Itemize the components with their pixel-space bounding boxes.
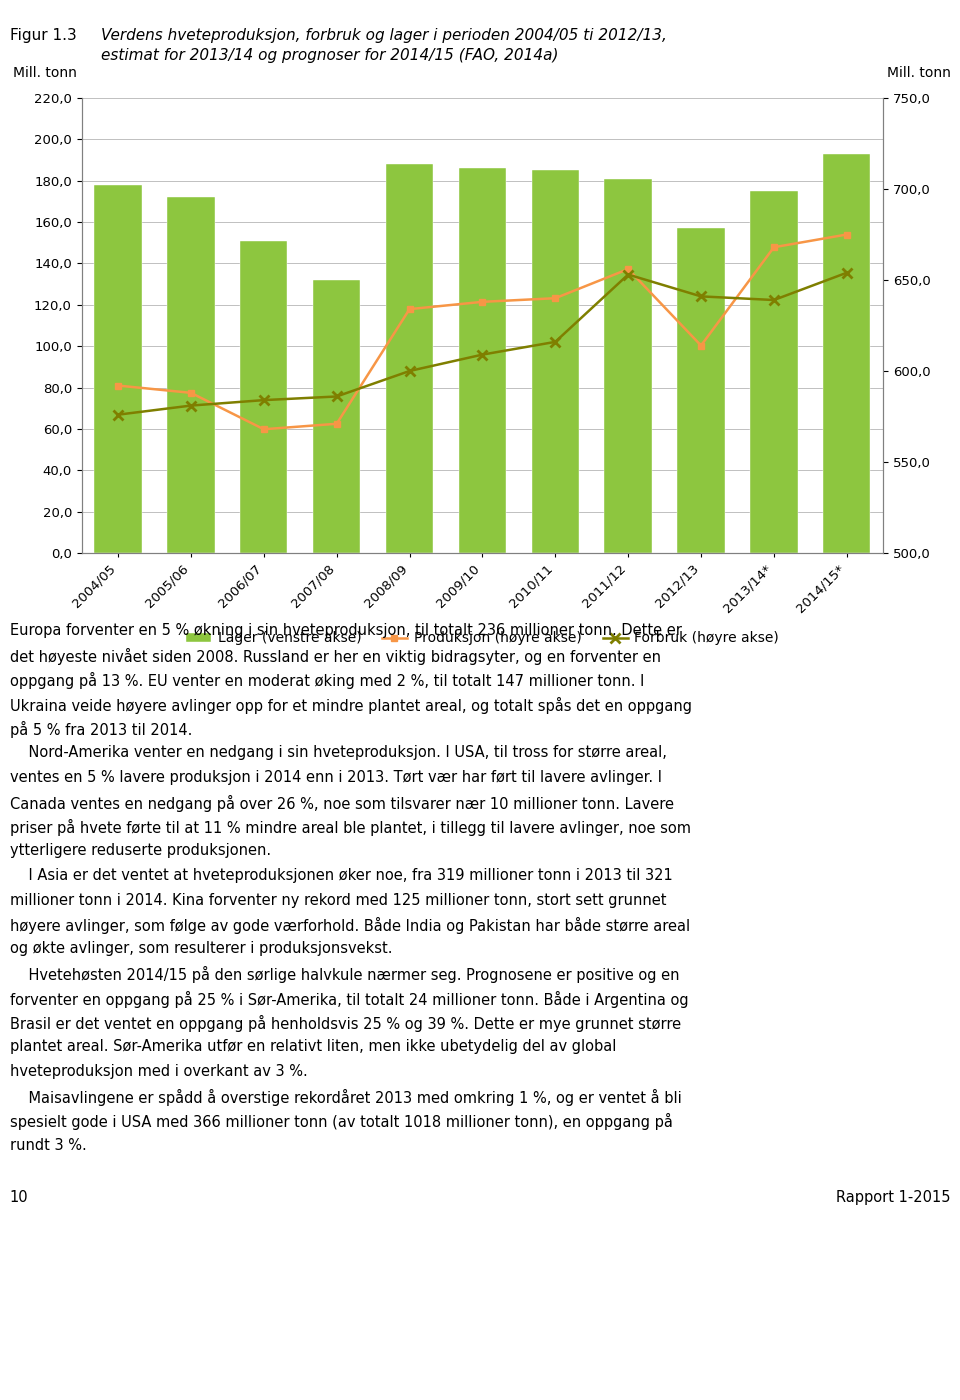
Bar	[605, 179, 652, 553]
Bar	[459, 168, 506, 553]
Bar	[532, 171, 579, 553]
Text: spesielt gode i USA med 366 millioner tonn (av totalt 1018 millioner tonn), en o: spesielt gode i USA med 366 millioner to…	[10, 1113, 672, 1130]
Forbruk (høyre akse)	[841, 265, 852, 281]
Produksjon (høyre akse)	[622, 260, 634, 277]
Line: Forbruk (høyre akse): Forbruk (høyre akse)	[113, 267, 852, 420]
Produksjon (høyre akse)	[185, 385, 197, 402]
Forbruk (høyre akse)	[112, 406, 124, 423]
Produksjon (høyre akse)	[258, 421, 270, 438]
Forbruk (høyre akse)	[695, 288, 707, 305]
Bar	[750, 190, 798, 553]
Text: Figur 1.3: Figur 1.3	[10, 28, 77, 43]
Text: ytterligere reduserte produksjonen.: ytterligere reduserte produksjonen.	[10, 843, 271, 858]
Text: Canada ventes en nedgang på over 26 %, noe som tilsvarer nær 10 millioner tonn. : Canada ventes en nedgang på over 26 %, n…	[10, 794, 674, 812]
Text: det høyeste nivået siden 2008. Russland er her en viktig bidragsyter, og en forv: det høyeste nivået siden 2008. Russland …	[10, 647, 660, 665]
Text: ventes en 5 % lavere produksjon i 2014 enn i 2013. Tørt vær har ført til lavere : ventes en 5 % lavere produksjon i 2014 e…	[10, 770, 661, 785]
Line: Produksjon (høyre akse): Produksjon (høyre akse)	[114, 231, 851, 433]
Forbruk (høyre akse)	[549, 333, 561, 350]
Text: Nord-Amerika venter en nedgang i sin hveteproduksjon. I USA, til tross for størr: Nord-Amerika venter en nedgang i sin hve…	[10, 745, 666, 760]
Produksjon (høyre akse)	[112, 377, 124, 393]
Bar	[167, 197, 215, 553]
Text: Verdens hveteproduksjon, forbruk og lager i perioden 2004/05 ti 2012/13,: Verdens hveteproduksjon, forbruk og lage…	[101, 28, 666, 43]
Forbruk (høyre akse)	[476, 346, 488, 363]
Text: Hvetehøsten 2014/15 på den sørlige halvkule nærmer seg. Prognosene er positive o: Hvetehøsten 2014/15 på den sørlige halvk…	[10, 966, 679, 983]
Produksjon (høyre akse)	[695, 337, 707, 354]
Bar	[94, 185, 142, 553]
Bar	[678, 228, 725, 553]
Text: og økte avlinger, som resulterer i produksjonsvekst.: og økte avlinger, som resulterer i produ…	[10, 941, 392, 956]
Produksjon (høyre akse)	[404, 301, 416, 318]
Legend: Lager (venstre akse), Produksjon (høyre akse), Forbruk (høyre akse): Lager (venstre akse), Produksjon (høyre …	[180, 626, 784, 651]
Bar	[240, 241, 287, 553]
Text: høyere avlinger, som følge av gode værforhold. Både India og Pakistan har både s: høyere avlinger, som følge av gode værfo…	[10, 917, 689, 934]
Text: Mill. tonn: Mill. tonn	[13, 66, 78, 80]
Text: priser på hvete førte til at 11 % mindre areal ble plantet, i tillegg til lavere: priser på hvete førte til at 11 % mindre…	[10, 819, 690, 836]
Text: hveteproduksjon med i overkant av 3 %.: hveteproduksjon med i overkant av 3 %.	[10, 1064, 307, 1079]
Forbruk (høyre akse)	[622, 266, 634, 283]
Bar	[313, 280, 360, 553]
Text: Rapport 1-2015: Rapport 1-2015	[836, 1190, 950, 1205]
Forbruk (høyre akse)	[331, 388, 343, 405]
Produksjon (høyre akse)	[549, 290, 561, 307]
Text: Brasil er det ventet en oppgang på henholdsvis 25 % og 39 %. Dette er mye grunne: Brasil er det ventet en oppgang på henho…	[10, 1015, 681, 1032]
Produksjon (høyre akse)	[331, 416, 343, 433]
Text: på 5 % fra 2013 til 2014.: på 5 % fra 2013 til 2014.	[10, 721, 192, 738]
Text: Maisavlingene er spådd å overstige rekordåret 2013 med omkring 1 %, og er ventet: Maisavlingene er spådd å overstige rekor…	[10, 1089, 682, 1106]
Text: estimat for 2013/14 og prognoser for 2014/15 (FAO, 2014a): estimat for 2013/14 og prognoser for 201…	[101, 48, 559, 63]
Text: rundt 3 %.: rundt 3 %.	[10, 1137, 86, 1152]
Text: Mill. tonn: Mill. tonn	[887, 66, 951, 80]
Text: forventer en oppgang på 25 % i Sør-Amerika, til totalt 24 millioner tonn. Både i: forventer en oppgang på 25 % i Sør-Ameri…	[10, 991, 688, 1008]
Forbruk (høyre akse)	[258, 392, 270, 409]
Produksjon (høyre akse)	[768, 239, 780, 256]
Forbruk (høyre akse)	[404, 363, 416, 379]
Text: 10: 10	[10, 1190, 28, 1205]
Produksjon (høyre akse)	[841, 225, 852, 244]
Forbruk (høyre akse)	[768, 291, 780, 308]
Forbruk (høyre akse)	[185, 398, 197, 414]
Text: plantet areal. Sør-Amerika utfør en relativt liten, men ikke ubetydelig del av g: plantet areal. Sør-Amerika utfør en rela…	[10, 1039, 616, 1054]
Text: millioner tonn i 2014. Kina forventer ny rekord med 125 millioner tonn, stort se: millioner tonn i 2014. Kina forventer ny…	[10, 893, 666, 907]
Text: I Asia er det ventet at hveteproduksjonen øker noe, fra 319 millioner tonn i 201: I Asia er det ventet at hveteproduksjone…	[10, 868, 672, 883]
Bar	[823, 154, 871, 553]
Text: oppgang på 13 %. EU venter en moderat øking med 2 %, til totalt 147 millioner to: oppgang på 13 %. EU venter en moderat øk…	[10, 672, 644, 689]
Text: Ukraina veide høyere avlinger opp for et mindre plantet areal, og totalt spås de: Ukraina veide høyere avlinger opp for et…	[10, 696, 691, 714]
Produksjon (høyre akse)	[476, 294, 488, 311]
Bar	[386, 164, 433, 553]
Text: Europa forventer en 5 % økning i sin hveteproduksjon, til totalt 236 millioner t: Europa forventer en 5 % økning i sin hve…	[10, 623, 682, 638]
